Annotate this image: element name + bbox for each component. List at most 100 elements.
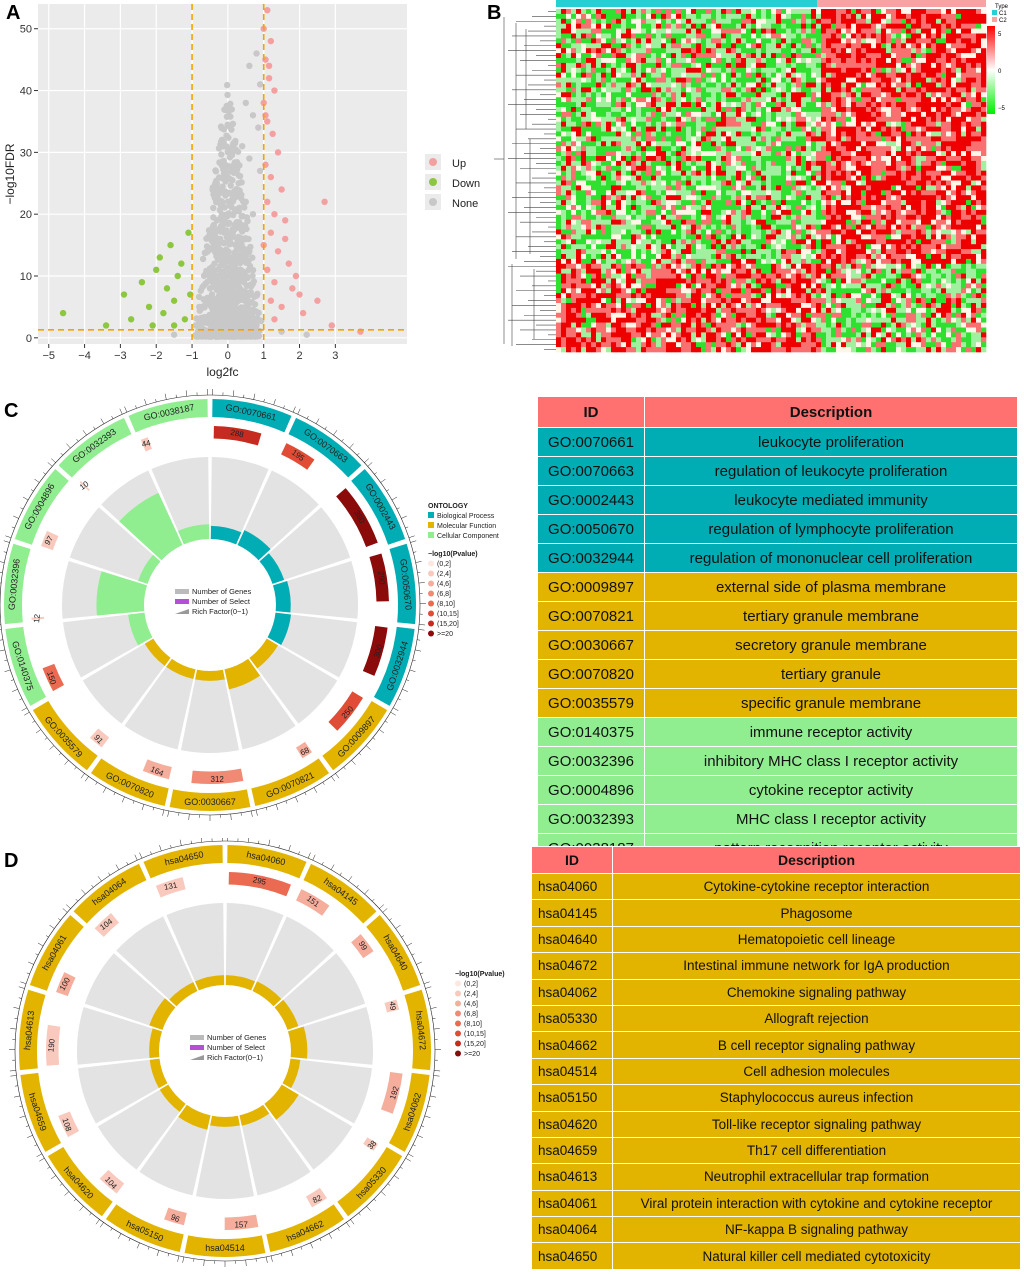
heatmap-cell (706, 53, 712, 59)
heatmap-cell (971, 190, 977, 196)
point-up (281, 217, 289, 224)
heatmap-cell (906, 72, 912, 78)
heatmap-cell (851, 72, 857, 78)
heatmap-cell (771, 116, 777, 122)
heatmap-cell (826, 146, 832, 152)
heatmap-cell (676, 97, 682, 103)
heatmap-cell (786, 195, 792, 201)
heatmap-cell (746, 136, 752, 142)
heatmap-cell (731, 107, 737, 113)
heatmap-cell (961, 92, 967, 98)
heatmap-cell (566, 9, 572, 15)
heatmap-cell (706, 82, 712, 88)
heatmap-cell (766, 9, 772, 15)
heatmap-cell (731, 229, 737, 235)
heatmap-cell (716, 107, 722, 113)
heatmap-cell (636, 116, 642, 122)
heatmap-cell (866, 92, 872, 98)
heatmap-cell (696, 141, 702, 147)
heatmap-cell (971, 219, 977, 225)
point-none (220, 166, 227, 173)
heatmap-cell (656, 141, 662, 147)
heatmap-cell (736, 156, 742, 162)
heatmap-cell (636, 229, 642, 235)
heatmap-cell (761, 43, 767, 49)
heatmap-cell (706, 160, 712, 167)
heatmap-cell (786, 141, 792, 147)
heatmap-cell (771, 18, 777, 24)
heatmap-cell (836, 13, 842, 20)
heatmap-cell (656, 97, 662, 103)
heatmap-cell (916, 87, 922, 93)
heatmap-cell (751, 126, 757, 132)
heatmap-cell (651, 165, 657, 171)
heatmap-cell (901, 28, 907, 34)
heatmap-cell (881, 116, 887, 122)
heatmap-cell (726, 224, 732, 230)
heatmap-cell (931, 53, 937, 59)
heatmap-cell (576, 72, 582, 78)
heatmap-cell (871, 107, 877, 113)
heatmap-cell (861, 209, 867, 216)
heatmap-cell (571, 43, 577, 49)
heatmap-cell (911, 170, 917, 176)
heatmap-cell (666, 28, 672, 34)
heatmap-cell (601, 165, 607, 171)
heatmap-cell (606, 160, 612, 167)
heatmap-cell (566, 53, 572, 59)
heatmap-cell (771, 111, 777, 118)
point-none (249, 112, 257, 119)
heatmap-cell (901, 23, 907, 29)
heatmap-cell (801, 53, 807, 59)
heatmap-cell (786, 62, 792, 69)
heatmap-cell (956, 151, 962, 157)
heatmap-cell (766, 77, 772, 83)
heatmap-cell (636, 58, 642, 64)
heatmap-cell (586, 43, 592, 49)
heatmap-cell (911, 190, 917, 196)
heatmap-cell (771, 185, 777, 191)
heatmap-cell (681, 102, 687, 108)
heatmap-cell (846, 107, 852, 113)
heatmap-cell (831, 121, 837, 127)
heatmap-cell (761, 170, 767, 176)
heatmap-cell (586, 224, 592, 230)
heatmap-cell (631, 9, 637, 15)
heatmap-cell (576, 28, 582, 34)
heatmap-cell (961, 23, 967, 29)
heatmap-cell (656, 58, 662, 64)
heatmap-cell (946, 170, 952, 176)
heatmap-cell (611, 107, 617, 113)
heatmap-cell (601, 224, 607, 230)
heatmap-cell (626, 146, 632, 152)
heatmap-cell (921, 23, 927, 29)
heatmap-cell (641, 23, 647, 29)
heatmap-cell (911, 97, 917, 103)
heatmap-cell (601, 180, 607, 186)
heatmap-cell (781, 219, 787, 225)
heatmap-cell (816, 185, 822, 191)
heatmap-cell (681, 156, 687, 162)
heatmap-cell (601, 18, 607, 24)
heatmap-cell (956, 141, 962, 147)
heatmap-cell (661, 209, 667, 216)
heatmap-cell (721, 92, 727, 98)
heatmap-cell (731, 9, 737, 15)
x-tick-label: −2 (150, 350, 163, 362)
heatmap-cell (861, 9, 867, 15)
heatmap-cell (591, 18, 597, 24)
heatmap-cell (716, 175, 722, 181)
heatmap-cell (786, 92, 792, 98)
heatmap-cell (626, 87, 632, 93)
heatmap-cell (641, 180, 647, 186)
heatmap-cell (706, 72, 712, 78)
heatmap-cell (616, 77, 622, 83)
heatmap-cell (746, 195, 752, 201)
heatmap-cell (696, 190, 702, 196)
heatmap-cell (686, 131, 692, 137)
heatmap-cell (716, 136, 722, 142)
heatmap-cell (946, 126, 952, 132)
heatmap-cell (831, 185, 837, 191)
heatmap-cell (861, 141, 867, 147)
heatmap-cell (956, 53, 962, 59)
